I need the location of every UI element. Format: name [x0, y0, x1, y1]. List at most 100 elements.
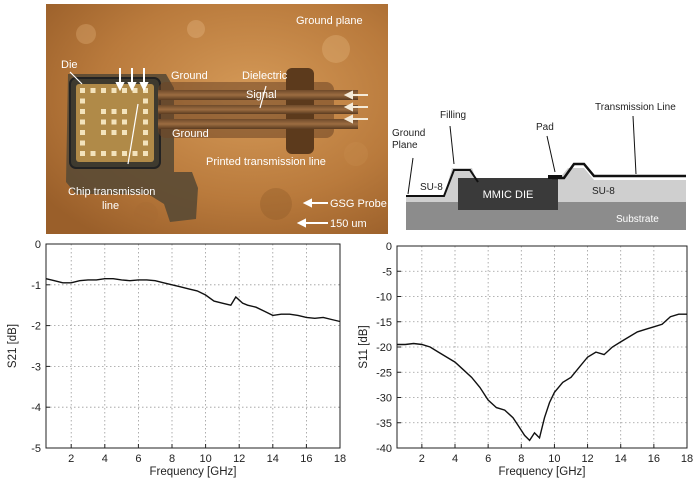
label-chip-line-2: line	[102, 200, 119, 212]
s11-x-tick-label: 2	[419, 453, 425, 465]
label-signal: Signal	[246, 89, 277, 101]
label-ground-2: Plane	[392, 140, 418, 151]
s21-x-tick-label: 2	[68, 453, 74, 465]
s21-x-tick-label: 8	[169, 453, 175, 465]
legend-arrows	[296, 198, 328, 228]
cross-section-panel: Filling Transmission Line Ground Plane P…	[388, 98, 688, 234]
s11-y-tick-label: -30	[376, 393, 392, 405]
s11-x-axis-label: Frequency [GHz]	[499, 466, 586, 478]
ground-plane-line	[406, 169, 479, 197]
die-bump	[101, 151, 106, 156]
s21-x-tick-label: 12	[233, 453, 245, 465]
s11-x-tick-label: 14	[615, 453, 627, 465]
die-bump	[132, 151, 138, 156]
s21-x-tick-label: 10	[199, 453, 211, 465]
die-bump	[111, 109, 117, 114]
label-ground-top: Ground	[171, 70, 208, 82]
ground-line-bottom	[158, 119, 358, 129]
label-die: Die	[61, 59, 78, 71]
s21-x-tick-label: 18	[334, 453, 346, 465]
chip-photo-panel: Ground plane Die Ground Dielectric Signa…	[46, 4, 388, 234]
s21-chart: 2 4 6 8 10 12 14 16 18 0 -1 -2 -3 -4 -5 Frequency [GHz]…	[7, 239, 346, 478]
die-bump	[143, 119, 148, 125]
label-transmission-line: Transmission Line	[595, 102, 676, 113]
s11-x-tick-label: 18	[681, 453, 693, 465]
die-bump	[122, 109, 127, 114]
s21-plot-frame	[45, 243, 341, 449]
s21-x-tick-label: 16	[300, 453, 312, 465]
cross-section-pointers	[407, 115, 637, 195]
label-dielectric: Dielectric	[242, 70, 288, 82]
s21-y-axis-label: S21 [dB]	[7, 324, 19, 368]
s21-y-tick-label: -5	[31, 443, 41, 455]
chip-photo: Ground plane Die Ground Dielectric Signa…	[46, 4, 388, 234]
label-gsg-probe: GSG Probe	[330, 198, 387, 210]
label-mmic-die: MMIC DIE	[483, 189, 534, 201]
s11-y-tick-label: -15	[376, 317, 392, 329]
die-bump	[122, 151, 127, 156]
die-bump	[143, 109, 148, 114]
label-filling: Filling	[440, 110, 466, 121]
s11-x-tick-label: 8	[518, 453, 524, 465]
die-bump	[101, 130, 106, 135]
die-bump	[90, 151, 96, 156]
s11-series-line	[397, 313, 687, 442]
die-bump	[111, 130, 117, 135]
s21-x-axis-label: Frequency [GHz]	[150, 466, 237, 478]
die-bump	[80, 88, 85, 93]
s21-x-tick-label: 6	[135, 453, 141, 465]
s11-chart-panel: 2 4 6 8 10 12 14 16 18 0 -5 -10 -15 -20 -25 -30 -35 -40 Fr…	[347, 236, 694, 479]
die-bump	[122, 130, 127, 135]
die-bump	[143, 130, 148, 135]
mmic-die-block	[458, 178, 558, 210]
die-bump	[80, 109, 85, 114]
label-su8-right: SU-8	[592, 186, 615, 197]
die-bump	[143, 140, 148, 146]
s21-x-tick-label: 14	[267, 453, 279, 465]
s11-x-tick-label: 12	[581, 453, 593, 465]
die-bump	[80, 98, 85, 104]
die-bump	[101, 88, 106, 93]
die-bump	[143, 88, 148, 93]
die-bump	[122, 88, 127, 93]
label-scale: 150 um	[330, 218, 367, 230]
label-su8-left: SU-8	[420, 182, 443, 193]
die-bump	[122, 119, 127, 125]
label-pointers	[69, 71, 267, 165]
s11-y-tick-label: -20	[376, 342, 392, 354]
s11-y-tick-label: 0	[386, 241, 392, 253]
s11-x-tick-label: 16	[648, 453, 660, 465]
label-chip-line-1: Chip transmission	[68, 186, 155, 198]
die-bump	[111, 119, 117, 125]
s11-y-axis-label: S11 [dB]	[358, 325, 370, 368]
die-pad-arrows	[115, 68, 149, 92]
s21-y-tick-label: -2	[31, 321, 41, 333]
s11-x-tick-label: 6	[485, 453, 491, 465]
label-printed-line: Printed transmission line	[206, 156, 326, 168]
s21-y-tick-label: -1	[31, 280, 41, 292]
s11-y-tick-label: -5	[382, 266, 392, 278]
die-bump	[80, 130, 85, 135]
die-bump	[101, 119, 106, 125]
label-substrate: Substrate	[616, 214, 659, 225]
label-ground-plane: Ground plane	[296, 15, 363, 27]
die-bump	[101, 109, 106, 114]
s21-y-tick-label: 0	[35, 239, 41, 251]
gsg-probe-arrows	[343, 90, 368, 124]
label-ground-bottom: Ground	[172, 128, 209, 140]
die-bump	[132, 88, 138, 93]
s21-plot-area	[46, 244, 340, 448]
s11-y-tick-label: -35	[376, 418, 392, 430]
die-bump	[143, 98, 148, 104]
die-bump	[111, 88, 117, 93]
s21-y-tick-label: -3	[31, 361, 41, 373]
s11-chart: 2 4 6 8 10 12 14 16 18 0 -5 -10 -15 -20 -25 -30 -35 -40 Fr…	[358, 241, 693, 478]
surface-texture	[76, 20, 368, 226]
s11-y-tick-label: -25	[376, 367, 392, 379]
cross-section-diagram: Filling Transmission Line Ground Plane P…	[392, 102, 686, 230]
die-bump	[143, 151, 148, 156]
die-bump	[90, 88, 96, 93]
s11-y-tick-label: -40	[376, 443, 392, 455]
s21-y-tick-label: -4	[31, 402, 41, 414]
die-bump	[80, 151, 85, 156]
